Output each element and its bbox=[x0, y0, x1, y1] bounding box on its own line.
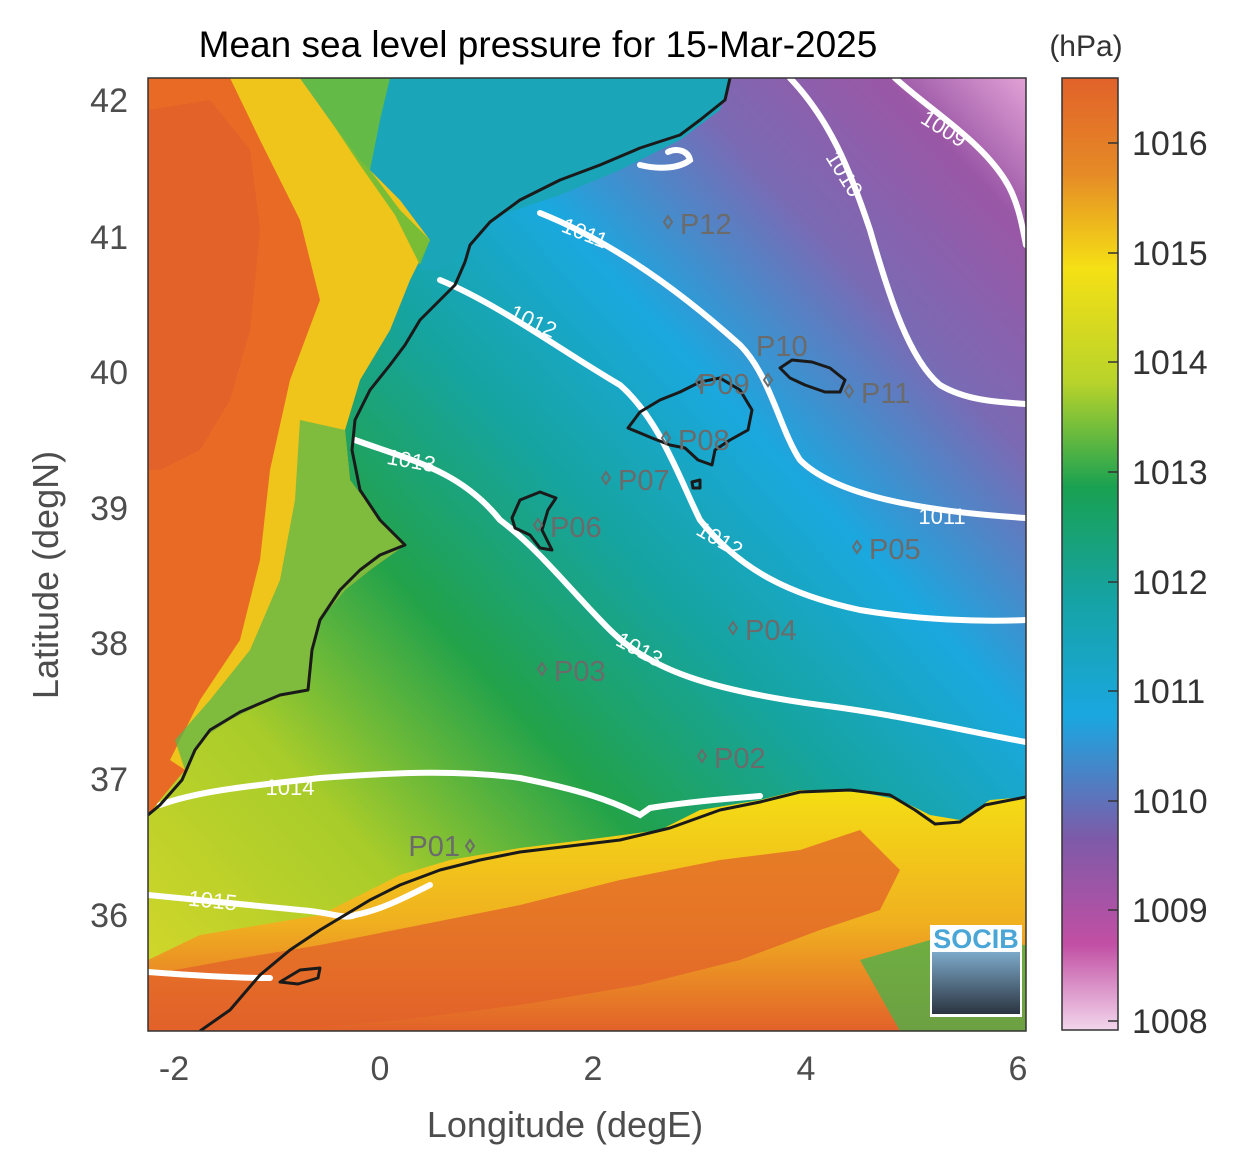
station-marker bbox=[843, 383, 855, 399]
station-label: P09 bbox=[698, 369, 750, 401]
isobar-1015-south-line bbox=[148, 969, 273, 981]
y-tick-label: 37 bbox=[90, 761, 128, 799]
colorbar-tick-label: 1010 bbox=[1132, 783, 1208, 821]
isobar-label-1015: 1015 bbox=[187, 886, 238, 916]
station-point-p12: P12 bbox=[662, 209, 732, 241]
x-axis: -2 0 2 4 6 Longitude (degE) bbox=[159, 1050, 1028, 1145]
y-axis: 42 41 40 39 38 37 36 Latitude (degN) bbox=[25, 82, 128, 935]
station-point-p05: P05 bbox=[851, 534, 921, 566]
catalonia-land bbox=[300, 78, 730, 270]
station-label: P12 bbox=[680, 209, 732, 241]
menorca-island bbox=[778, 358, 847, 394]
station-marker bbox=[532, 517, 544, 533]
socib-logo: SOCIB bbox=[930, 924, 1022, 1017]
coastlines bbox=[148, 78, 1026, 1031]
x-tick-label: -2 bbox=[159, 1050, 189, 1088]
station-marker bbox=[694, 374, 706, 390]
socib-logo-text: SOCIB bbox=[933, 924, 1019, 954]
isobar-1010-line bbox=[787, 78, 1026, 407]
y-tick-label: 42 bbox=[90, 82, 128, 120]
y-tick-label: 36 bbox=[90, 897, 128, 935]
station-point-p02: P02 bbox=[696, 743, 766, 775]
station-label: P04 bbox=[745, 615, 797, 647]
africa-coastline bbox=[199, 788, 1026, 1031]
map-plot-area: 1009 1010 1011 1011 1012 1012 1013 1013 … bbox=[148, 78, 1026, 1031]
plot-frame bbox=[147, 77, 1027, 1032]
pyrenees-green bbox=[300, 78, 430, 265]
x-tick-label: 0 bbox=[371, 1050, 390, 1088]
station-marker bbox=[662, 214, 674, 230]
colorbar-tick-label: 1015 bbox=[1132, 235, 1208, 273]
colorbar-tick-label: 1011 bbox=[1132, 673, 1205, 711]
station-point-p10: P10 bbox=[756, 331, 808, 388]
colorbar-tick-label: 1016 bbox=[1132, 125, 1208, 163]
station-point-p11: P11 bbox=[843, 378, 910, 410]
atlas-orange-ridges bbox=[148, 830, 900, 1031]
station-label: P06 bbox=[550, 512, 602, 544]
station-label: P01 bbox=[408, 831, 460, 863]
colorbar-gradient bbox=[1061, 77, 1119, 1031]
station-marker bbox=[851, 539, 863, 555]
station-marker bbox=[660, 430, 672, 446]
isobar-local-bubble bbox=[637, 147, 694, 171]
station-marker bbox=[536, 661, 548, 677]
colorbar-tick-label: 1008 bbox=[1132, 1003, 1208, 1041]
station-label: P03 bbox=[554, 656, 606, 688]
isobar-1009-line bbox=[892, 78, 1026, 248]
station-label: P08 bbox=[678, 425, 730, 457]
x-tick-label: 4 bbox=[797, 1050, 816, 1088]
isobar-1013-line bbox=[352, 437, 1026, 745]
station-marker bbox=[600, 470, 612, 486]
station-point-p03: P03 bbox=[536, 656, 606, 688]
station-point-p01: P01 bbox=[408, 831, 476, 863]
station-point-p08: P08 bbox=[660, 425, 730, 457]
station-point-p09: P09 bbox=[694, 369, 750, 401]
colorbar: (hPa) 1016 1015 1014 1013 1012 1011 1010… bbox=[1049, 30, 1207, 1041]
isobar-label-1014: 1014 bbox=[266, 775, 315, 800]
chart-title: Mean sea level pressure for 15-Mar-2025 bbox=[199, 24, 878, 65]
station-marker bbox=[696, 748, 708, 764]
colorbar-ticks bbox=[1108, 142, 1118, 1022]
iberia-interior-orange bbox=[148, 100, 260, 470]
iberia-coastal-green bbox=[175, 420, 405, 770]
isobar-1015-line bbox=[148, 882, 433, 920]
station-point-p04: P04 bbox=[727, 615, 797, 647]
station-point-p07: P07 bbox=[600, 465, 670, 497]
ibiza-island bbox=[510, 490, 558, 552]
isobar-lines bbox=[148, 78, 1026, 981]
isobar-1012-line bbox=[437, 277, 1026, 624]
alboran-island bbox=[278, 966, 322, 986]
station-marker bbox=[727, 620, 739, 636]
colorbar-tick-label: 1012 bbox=[1132, 564, 1208, 602]
x-axis-title: Longitude (degE) bbox=[427, 1104, 703, 1145]
isobar-label-1011-b: 1011 bbox=[918, 504, 965, 529]
colorbar-tick-label: 1014 bbox=[1132, 344, 1208, 382]
station-label: P11 bbox=[861, 378, 910, 410]
station-label: P05 bbox=[869, 534, 921, 566]
station-point-p06: P06 bbox=[532, 512, 602, 544]
colorbar-tick-label: 1013 bbox=[1132, 454, 1208, 492]
iberia-coastline bbox=[148, 78, 732, 817]
isobar-1011-line bbox=[537, 210, 1026, 521]
station-label: P02 bbox=[714, 743, 766, 775]
y-tick-label: 38 bbox=[90, 625, 128, 663]
colorbar-unit: (hPa) bbox=[1049, 30, 1122, 63]
isobar-1014-line bbox=[157, 769, 763, 819]
mallorca-island bbox=[626, 376, 754, 467]
y-tick-label: 39 bbox=[90, 490, 128, 528]
station-label: P07 bbox=[618, 465, 670, 497]
colorbar-tick-label: 1009 bbox=[1132, 892, 1208, 930]
y-tick-label: 40 bbox=[90, 354, 128, 392]
y-tick-label: 41 bbox=[90, 219, 128, 257]
station-marker bbox=[464, 838, 476, 854]
x-tick-label: 6 bbox=[1009, 1050, 1028, 1088]
x-tick-label: 2 bbox=[584, 1050, 603, 1088]
y-axis-title: Latitude (degN) bbox=[25, 451, 66, 699]
cabrera-island bbox=[690, 478, 702, 490]
station-label: P10 bbox=[756, 331, 808, 363]
station-marker bbox=[762, 372, 774, 388]
